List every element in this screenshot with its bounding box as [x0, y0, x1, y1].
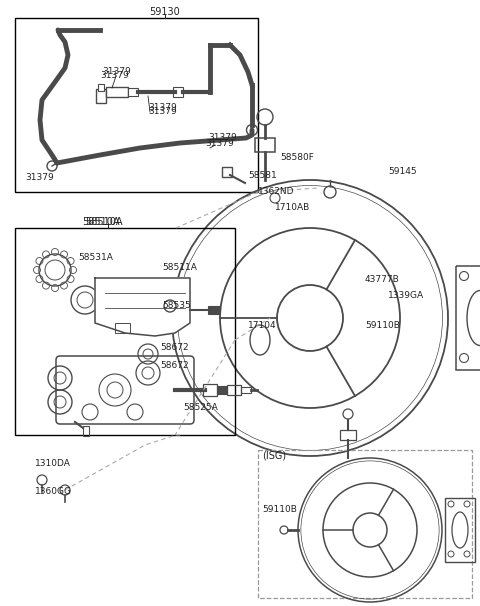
Bar [96, 89, 106, 103]
Circle shape [247, 124, 257, 136]
Text: 43777B: 43777B [365, 276, 400, 284]
Bar [203, 384, 217, 396]
Bar [98, 84, 104, 91]
Bar [241, 387, 251, 393]
Text: 17104: 17104 [248, 322, 276, 330]
Bar [208, 306, 220, 314]
Text: 58672: 58672 [160, 344, 189, 353]
Text: 58510A: 58510A [85, 217, 122, 227]
Ellipse shape [250, 325, 270, 355]
Text: 1360GG: 1360GG [35, 487, 72, 496]
Text: 59110B: 59110B [365, 321, 400, 330]
Text: 59110B: 59110B [262, 505, 297, 514]
Text: 59130: 59130 [150, 7, 180, 17]
Text: (ISG): (ISG) [262, 451, 286, 461]
Text: 58525A: 58525A [183, 404, 218, 413]
Bar [227, 385, 241, 395]
Bar [217, 386, 227, 394]
Text: 31379: 31379 [25, 173, 54, 182]
Text: 31379: 31379 [148, 107, 177, 116]
Bar [255, 138, 275, 152]
Text: 58672: 58672 [160, 361, 189, 370]
Bar [258, 450, 472, 598]
Bar [173, 87, 183, 97]
Text: 31379: 31379 [148, 104, 177, 113]
Bar [15, 18, 258, 192]
Text: 1310DA: 1310DA [35, 459, 71, 468]
Text: 31379: 31379 [102, 67, 131, 76]
Text: 31379: 31379 [205, 139, 234, 147]
Text: 1362ND: 1362ND [258, 187, 295, 196]
Text: 58531A: 58531A [78, 253, 113, 262]
Text: 58580F: 58580F [280, 153, 314, 162]
Bar [15, 228, 235, 435]
Text: 58535: 58535 [162, 301, 191, 310]
Bar [445, 498, 475, 562]
Bar [222, 167, 232, 177]
Text: 58581: 58581 [248, 171, 277, 181]
Text: 59145: 59145 [388, 167, 417, 176]
Text: 1710AB: 1710AB [275, 202, 310, 211]
Bar [128, 88, 138, 96]
Text: 58510A: 58510A [82, 217, 120, 227]
Polygon shape [95, 278, 190, 336]
Bar [83, 426, 89, 436]
Text: 1339GA: 1339GA [388, 290, 424, 299]
Bar [340, 430, 356, 440]
Bar [106, 87, 128, 97]
Text: 31379: 31379 [100, 72, 129, 81]
Bar [456, 266, 480, 370]
Text: 58511A: 58511A [162, 264, 197, 273]
Text: 31379: 31379 [208, 133, 237, 142]
Bar [115, 323, 130, 333]
